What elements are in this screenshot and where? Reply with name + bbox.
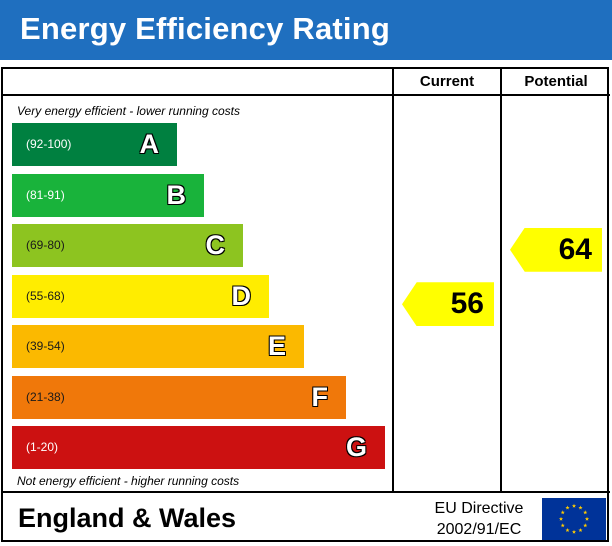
header-row-divider bbox=[1, 94, 610, 96]
eu-star-icon bbox=[560, 510, 565, 515]
band-letter: E bbox=[267, 331, 286, 361]
rating-band-b: (81-91) B bbox=[12, 173, 204, 217]
current-column-header: Current bbox=[419, 73, 475, 90]
band-range-label: (69-80) bbox=[26, 238, 65, 252]
rating-band-g: (1-20) G bbox=[12, 426, 385, 469]
eu-directive: EU Directive 2002/91/EC bbox=[420, 498, 538, 540]
page-title: Energy Efficiency Rating bbox=[20, 11, 391, 46]
column-divider-potential bbox=[500, 67, 502, 493]
rating-band-c: (69-80) C bbox=[12, 224, 243, 267]
footer-divider bbox=[1, 491, 610, 493]
region-label: England & Wales bbox=[18, 503, 237, 533]
rating-band-f: (21-38) F bbox=[12, 375, 346, 419]
eu-directive-line1: EU Directive bbox=[434, 500, 524, 517]
eu-directive-line2: 2002/91/EC bbox=[436, 521, 522, 538]
band-letter: A bbox=[139, 129, 160, 159]
potential-rating-value: 64 bbox=[558, 232, 592, 266]
band-letter: G bbox=[345, 432, 367, 462]
potential-rating-arrow: 64 bbox=[510, 227, 602, 272]
eu-star-icon bbox=[584, 516, 590, 521]
band-range-label: (1-20) bbox=[26, 440, 59, 454]
band-range-label: (39-54) bbox=[26, 339, 65, 353]
potential-column-header: Potential bbox=[524, 73, 588, 90]
eu-star-icon bbox=[583, 510, 588, 515]
rating-frame bbox=[1, 67, 609, 542]
eu-star-icon bbox=[558, 516, 564, 521]
band-range-label: (81-91) bbox=[26, 187, 65, 202]
eu-star-icon bbox=[578, 528, 583, 533]
band-range-label: (92-100) bbox=[26, 137, 72, 151]
note-efficient: Very energy efficient - lower running co… bbox=[17, 104, 240, 118]
current-rating-value: 56 bbox=[450, 287, 484, 321]
band-letter: C bbox=[205, 230, 226, 260]
band-letter: F bbox=[311, 381, 329, 412]
rating-band-e: (39-54) E bbox=[12, 325, 304, 368]
eu-star-icon bbox=[565, 505, 570, 510]
eu-star-icon bbox=[571, 503, 577, 508]
rating-band-a: (92-100) A bbox=[12, 123, 177, 166]
band-range-label: (55-68) bbox=[26, 288, 65, 303]
band-letter: B bbox=[166, 179, 187, 210]
band-range-label: (21-38) bbox=[26, 389, 65, 404]
eu-star-icon bbox=[583, 523, 588, 528]
current-rating-arrow: 56 bbox=[402, 282, 494, 327]
band-letter: D bbox=[231, 280, 252, 311]
eu-star-icon bbox=[571, 529, 577, 534]
eu-flag-icon bbox=[542, 498, 606, 540]
column-divider-current bbox=[392, 67, 394, 493]
rating-band-d: (55-68) D bbox=[12, 274, 269, 318]
eu-star-icon bbox=[565, 528, 570, 533]
header-bar: Energy Efficiency Rating bbox=[0, 0, 612, 60]
note-inefficient: Not energy efficient - higher running co… bbox=[17, 474, 240, 488]
eu-star-icon bbox=[578, 505, 583, 510]
eu-star-icon bbox=[560, 523, 565, 528]
